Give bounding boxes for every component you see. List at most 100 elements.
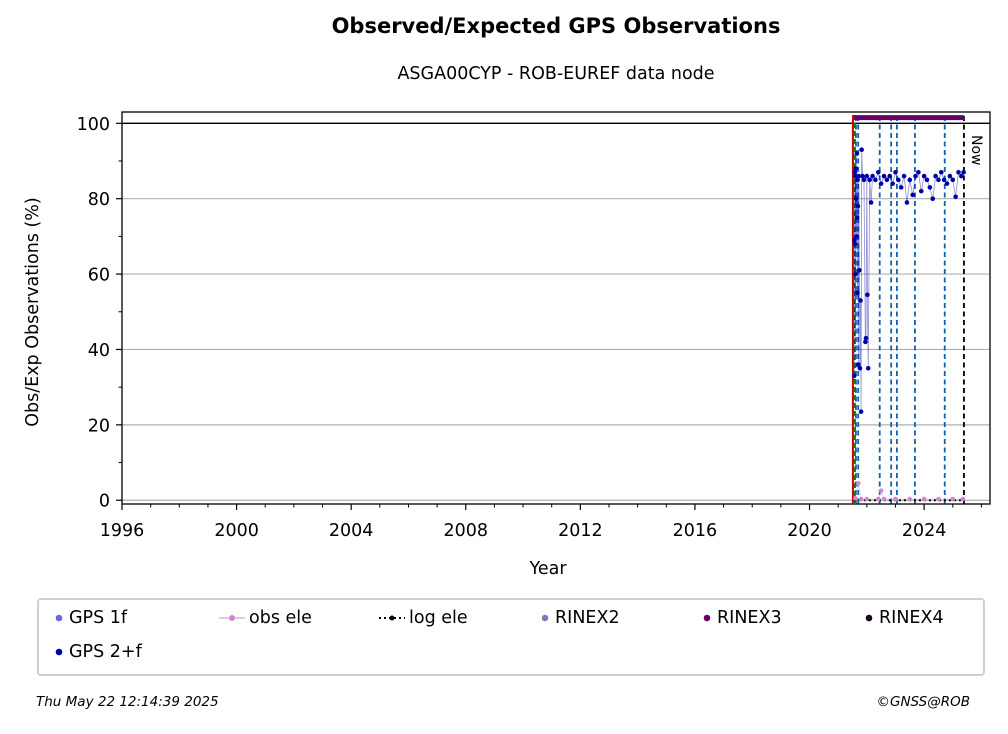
data-point-obs-ele [936,496,941,502]
x-tick-label: 2008 [443,521,488,541]
legend-marker [379,615,405,621]
data-point-gps-2-f [859,147,864,152]
legend-item-log-ele: log ele [379,608,468,628]
data-point-gps-2-f [868,200,874,205]
data-point-gps-2-f [852,241,858,247]
data-point-gps-2-f [870,173,875,179]
timestamp-label: Thu May 22 12:14:39 2025 [36,694,219,710]
data-point-gps-2-f [933,173,938,179]
data-point-gps-2-f [865,366,871,371]
data-point-gps-2-f [944,181,950,186]
data-point-obs-ele [858,496,864,502]
chart-subtitle: ASGA00CYP - ROB-EUREF data node [397,64,715,84]
data-point-gps-2-f [956,170,961,175]
copyright-label: ©GNSS@ROB [876,694,971,710]
data-point-gps-2-f [913,173,918,179]
x-axis-label: Year [528,559,567,579]
legend-label: obs ele [249,608,312,628]
chart-plot-area: 0 20 40 60 80 100 1996 2000 2004 2008 2012 2016 2020… [23,111,991,579]
x-tick-label: 2012 [558,521,603,541]
data-point-gps-2-f [852,170,858,175]
series-line-obs-ele [854,483,963,500]
y-tick-label: 40 [88,341,110,361]
legend-label: RINEX2 [555,608,620,628]
legend-item-rinex3: RINEX3 [701,608,782,628]
x-tick-label: 2000 [214,521,259,541]
data-point-gps-2-f [930,196,936,201]
data-point-gps-2-f [855,177,860,183]
data-point-obs-ele [893,496,898,502]
data-point-gps-2-f [855,290,860,296]
data-point-obs-ele [907,496,913,502]
data-point-gps-2-f [867,177,872,183]
data-point-gps-2-f [864,173,870,179]
legend-item-gps-2-f: GPS 2+f [53,642,142,662]
y-tick-label: 0 [99,492,110,512]
data-point-gps-2-f [855,362,861,367]
data-point-gps-2-f [853,196,859,201]
data-point-gps-2-f [890,181,895,186]
data-point-gps-2-f [863,339,868,345]
data-point-gps-2-f [854,215,860,220]
data-point-gps-2-f [918,188,924,194]
data-point-gps-2-f [853,271,858,277]
data-point-gps-2-f [921,173,927,179]
legend-marker [703,614,711,622]
data-point-gps-2-f [857,268,862,273]
chart-title: Observed/Expected GPS Observations [331,14,781,38]
data-point-gps-2-f [857,366,863,371]
data-point-gps-2-f [858,409,864,414]
data-point-gps-2-f [924,177,930,183]
data-point-obs-ele [864,496,870,502]
data-point-gps-2-f [901,173,907,179]
data-point-gps-2-f [961,170,966,175]
data-point-gps-2-f [854,151,860,156]
y-tick-label: 60 [88,266,110,286]
data-point-obs-ele [921,496,927,502]
data-point-gps-2-f [855,203,861,209]
x-tick-label: 2016 [673,521,718,541]
x-tick-label: 1996 [100,521,145,541]
x-tick-label: 2020 [787,521,832,541]
data-point-gps-2-f [853,173,858,179]
legend-marker [55,614,63,622]
data-point-gps-2-f [854,234,859,239]
legend-marker [865,614,873,622]
data-point-gps-2-f [852,237,857,243]
data-point-gps-2-f [851,373,857,379]
data-point-obs-ele [878,488,884,494]
data-point-gps-2-f [910,192,915,198]
legend-label: GPS 1f [69,608,128,628]
legend-item-rinex4: RINEX4 [863,608,944,628]
legend-marker [541,614,549,622]
data-point-gps-2-f [858,298,863,303]
data-point-obs-ele [960,496,966,502]
data-point-obs-ele [853,496,858,501]
data-point-gps-2-f [881,173,887,179]
data-point-gps-2-f [953,194,958,200]
y-tick-label: 100 [77,115,110,135]
data-point-gps-2-f [873,177,878,183]
data-point-gps-2-f [896,177,901,183]
y-tick-label: 20 [88,416,110,436]
legend-marker [55,648,63,656]
data-point-gps-2-f [878,181,884,186]
legend-label: RINEX3 [717,608,782,628]
legend-marker [219,615,245,621]
data-point-obs-ele [881,496,887,502]
data-point-gps-2-f [947,173,953,179]
data-point-gps-2-f [860,173,865,179]
data-point-obs-ele [950,496,956,502]
x-tick-label: 2024 [902,521,947,541]
data-point-gps-2-f [939,170,944,175]
legend-label: RINEX4 [879,608,944,628]
data-point-gps-2-f [907,177,913,183]
legend-item-gps-1f: GPS 1f [53,608,127,628]
data-point-gps-2-f [927,185,933,190]
data-point-gps-2-f [856,173,862,179]
data-point-gps-2-f [898,185,904,190]
now-label: Now [968,135,984,166]
chart-legend: GPS 1f obs ele log ele RINEX2 RINEX3 RINEX4 GP… [37,598,985,676]
y-axis-label: Obs/Exp Observations (%) [23,197,43,427]
data-point-gps-2-f [853,166,859,171]
